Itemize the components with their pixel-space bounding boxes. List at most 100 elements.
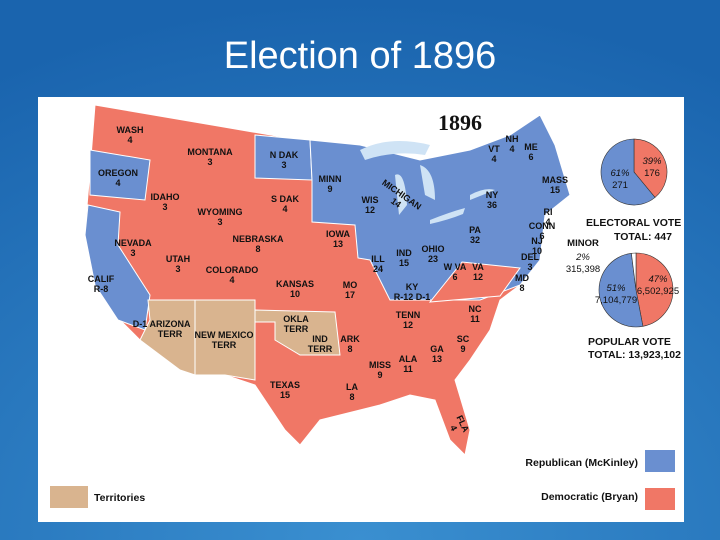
pie-charts: 39%176 61%271 47%6,502,925 51%7,104,779 2%31… bbox=[566, 138, 679, 328]
state-label: CONN 6 bbox=[529, 221, 556, 241]
legend-swatch bbox=[50, 486, 88, 508]
state-label: TEXAS 15 bbox=[270, 380, 300, 400]
state-votes: 15 bbox=[550, 185, 560, 195]
state-label: S DAK 4 bbox=[271, 194, 300, 214]
state-votes: TERR bbox=[158, 329, 183, 339]
state-votes: 3 bbox=[217, 217, 222, 227]
state-name: ALA bbox=[399, 354, 418, 364]
state-votes: 3 bbox=[281, 160, 286, 170]
state-label: IDAHO 3 bbox=[151, 192, 180, 212]
republican-region bbox=[89, 149, 151, 201]
state-name: MO bbox=[343, 280, 358, 290]
state-label: OREGON 4 bbox=[98, 168, 138, 188]
map bbox=[84, 104, 571, 457]
state-votes: 6 bbox=[528, 152, 533, 162]
state-votes: 13 bbox=[432, 354, 442, 364]
state-name: OHIO bbox=[421, 244, 444, 254]
electoral-title: ELECTORAL VOTE bbox=[586, 217, 681, 229]
state-label: WIS 12 bbox=[362, 195, 379, 215]
state-name: WYOMING bbox=[198, 207, 243, 217]
state-votes: 8 bbox=[519, 283, 524, 293]
state-votes: R-12 D-1 bbox=[394, 292, 431, 302]
state-label: RI 4 bbox=[544, 207, 553, 227]
state-name: IND bbox=[312, 334, 328, 344]
state-name: SC bbox=[457, 334, 470, 344]
legend-label: Republican (McKinley) bbox=[525, 457, 638, 469]
state-label: MO 17 bbox=[343, 280, 358, 300]
slice-percent: 39% bbox=[642, 156, 662, 167]
state-label: NY 36 bbox=[486, 190, 499, 210]
state-votes: 4 bbox=[282, 204, 287, 214]
state-votes: 4 bbox=[509, 144, 514, 154]
state-label: NH 4 bbox=[506, 134, 519, 154]
state-name: CONN bbox=[529, 221, 556, 231]
state-name: UTAH bbox=[166, 254, 190, 264]
state-name: COLORADO bbox=[206, 265, 259, 275]
state-label: NJ 10 bbox=[531, 236, 543, 256]
slide-title: Election of 1896 bbox=[224, 35, 497, 77]
state-label: ARIZONA TERR bbox=[150, 319, 191, 339]
state-votes: 14 bbox=[389, 196, 403, 210]
state-label: NC 11 bbox=[469, 304, 482, 324]
state-votes: TERR bbox=[212, 340, 237, 350]
state-name: LA bbox=[346, 382, 358, 392]
state-name: KY bbox=[406, 282, 419, 292]
state-name: NEW MEXICO bbox=[194, 330, 253, 340]
slice-votes: 176 bbox=[644, 168, 660, 179]
state-name: MONTANA bbox=[187, 147, 233, 157]
state-votes: 8 bbox=[347, 344, 352, 354]
legend-swatch bbox=[645, 450, 675, 472]
state-label: ALA 11 bbox=[399, 354, 418, 374]
state-label: NEBRASKA 8 bbox=[232, 234, 284, 254]
state-votes: 13 bbox=[333, 239, 343, 249]
state-votes: 9 bbox=[460, 344, 465, 354]
state-label: COLORADO 4 bbox=[206, 265, 259, 285]
state-label: MD 8 bbox=[515, 273, 529, 293]
state-votes: 36 bbox=[487, 200, 497, 210]
state-label: PA 32 bbox=[469, 225, 481, 245]
state-label: VA 12 bbox=[472, 262, 484, 282]
state-votes: 11 bbox=[403, 364, 413, 374]
state-name: S DAK bbox=[271, 194, 300, 204]
state-label: IOWA 13 bbox=[326, 229, 350, 249]
state-votes: 12 bbox=[473, 272, 483, 282]
state-votes: 9 bbox=[327, 184, 332, 194]
state-label: IND TERR bbox=[308, 334, 333, 354]
state-name: D-1 bbox=[133, 319, 148, 329]
state-votes: TERR bbox=[308, 344, 333, 354]
state-name: IOWA bbox=[326, 229, 350, 239]
slice-votes: 6,502,925 bbox=[637, 286, 679, 297]
state-name: N DAK bbox=[270, 150, 299, 160]
state-votes: TERR bbox=[284, 324, 309, 334]
state-label: WYOMING 3 bbox=[198, 207, 243, 227]
state-name: NJ bbox=[531, 236, 543, 246]
state-label: ILL 24 bbox=[371, 254, 385, 274]
state-label: VT 4 bbox=[488, 144, 500, 164]
popular-title: POPULAR VOTE bbox=[588, 336, 671, 348]
state-votes: 8 bbox=[255, 244, 260, 254]
slice-percent: 51% bbox=[606, 283, 626, 294]
state-label: IND 15 bbox=[396, 248, 412, 268]
slice-votes: 315,398 bbox=[566, 264, 600, 275]
state-votes: 3 bbox=[162, 202, 167, 212]
state-name: NH bbox=[506, 134, 519, 144]
state-votes: 17 bbox=[345, 290, 355, 300]
territory bbox=[194, 299, 256, 381]
pie-slice bbox=[600, 138, 656, 206]
state-label: LA 8 bbox=[346, 382, 358, 402]
state-name: WASH bbox=[117, 125, 144, 135]
state-votes: 4 bbox=[448, 424, 459, 433]
state-votes: 15 bbox=[280, 390, 290, 400]
state-name: NEBRASKA bbox=[232, 234, 284, 244]
state-name: IDAHO bbox=[151, 192, 180, 202]
slice-percent: 47% bbox=[648, 274, 668, 285]
state-name: MD bbox=[515, 273, 529, 283]
state-name: IND bbox=[396, 248, 412, 258]
state-votes: 4 bbox=[229, 275, 234, 285]
electoral-total: TOTAL: 447 bbox=[614, 231, 672, 243]
state-name: ME bbox=[524, 142, 538, 152]
state-label: KANSAS 10 bbox=[276, 279, 314, 299]
state-name: ARK bbox=[340, 334, 360, 344]
state-name: MINN bbox=[319, 174, 342, 184]
